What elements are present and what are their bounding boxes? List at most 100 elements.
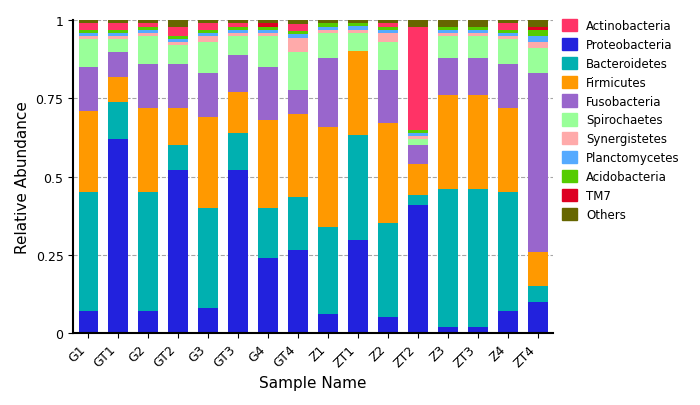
Bar xyxy=(378,124,398,224)
Bar xyxy=(378,21,398,24)
Bar xyxy=(258,28,278,30)
Bar xyxy=(78,37,98,40)
Bar xyxy=(228,93,248,134)
Bar xyxy=(108,102,128,140)
Bar xyxy=(318,21,338,24)
Bar xyxy=(378,43,398,71)
Bar xyxy=(408,136,428,140)
Bar xyxy=(349,30,368,34)
Bar xyxy=(438,96,458,190)
Bar xyxy=(228,134,248,171)
Bar xyxy=(408,134,428,136)
Bar xyxy=(438,28,458,30)
Bar xyxy=(349,52,368,135)
X-axis label: Sample Name: Sample Name xyxy=(259,375,367,390)
Bar xyxy=(528,286,547,302)
Bar xyxy=(438,30,458,34)
Bar xyxy=(258,37,278,68)
Bar xyxy=(139,193,158,311)
Bar xyxy=(288,115,308,198)
Bar xyxy=(498,37,518,40)
Bar xyxy=(288,21,308,25)
Bar xyxy=(78,34,98,37)
Bar xyxy=(198,34,218,37)
Bar xyxy=(408,21,428,28)
Bar xyxy=(78,40,98,68)
Bar xyxy=(408,28,428,130)
Bar xyxy=(498,34,518,37)
Bar xyxy=(169,65,188,109)
Bar xyxy=(349,241,368,333)
Bar xyxy=(108,30,128,34)
Bar xyxy=(169,171,188,333)
Bar xyxy=(528,28,547,30)
Bar xyxy=(408,165,428,196)
Bar xyxy=(139,311,158,333)
Bar xyxy=(228,21,248,24)
Bar xyxy=(108,40,128,52)
Bar xyxy=(378,318,398,333)
Bar xyxy=(169,146,188,171)
Bar xyxy=(528,21,547,28)
Bar xyxy=(498,30,518,34)
Bar xyxy=(408,205,428,333)
Bar xyxy=(349,21,368,24)
Bar xyxy=(198,118,218,208)
Y-axis label: Relative Abundance: Relative Abundance xyxy=(15,101,30,254)
Bar xyxy=(169,40,188,43)
Bar xyxy=(198,74,218,118)
Bar xyxy=(139,65,158,109)
Bar xyxy=(318,34,338,59)
Bar xyxy=(318,59,338,127)
Bar xyxy=(198,30,218,34)
Bar xyxy=(139,37,158,65)
Bar xyxy=(498,40,518,65)
Bar xyxy=(258,21,278,24)
Bar xyxy=(228,34,248,37)
Bar xyxy=(498,65,518,109)
Bar xyxy=(108,140,128,333)
Bar xyxy=(288,35,308,38)
Bar xyxy=(198,208,218,308)
Bar xyxy=(528,74,547,252)
Bar xyxy=(288,90,308,115)
Bar xyxy=(318,28,338,30)
Bar xyxy=(288,250,308,333)
Bar xyxy=(378,28,398,30)
Bar xyxy=(408,196,428,205)
Bar xyxy=(378,34,398,43)
Bar xyxy=(258,121,278,208)
Bar xyxy=(378,30,398,34)
Bar xyxy=(288,25,308,32)
Bar xyxy=(528,252,547,286)
Bar xyxy=(438,21,458,28)
Bar xyxy=(468,37,488,59)
Legend: Actinobacteria, Proteobacteria, Bacteroidetes, Firmicutes, Fusobacteria, Spiroch: Actinobacteria, Proteobacteria, Bacteroi… xyxy=(558,15,685,226)
Bar xyxy=(258,258,278,333)
Bar xyxy=(258,68,278,121)
Bar xyxy=(258,24,278,28)
Bar xyxy=(318,227,338,314)
Bar xyxy=(108,77,128,102)
Bar xyxy=(228,37,248,55)
Bar xyxy=(258,34,278,37)
Bar xyxy=(528,43,547,49)
Bar xyxy=(228,30,248,34)
Bar xyxy=(528,37,547,43)
Bar xyxy=(198,308,218,333)
Bar xyxy=(139,109,158,193)
Bar xyxy=(468,59,488,96)
Bar xyxy=(498,21,518,24)
Bar xyxy=(78,24,98,30)
Bar xyxy=(408,146,428,165)
Bar xyxy=(108,34,128,37)
Bar xyxy=(378,224,398,318)
Bar xyxy=(408,140,428,146)
Bar xyxy=(408,130,428,134)
Bar xyxy=(438,59,458,96)
Bar xyxy=(498,24,518,30)
Bar xyxy=(528,49,547,74)
Bar xyxy=(349,34,368,52)
Bar xyxy=(108,21,128,24)
Bar xyxy=(78,311,98,333)
